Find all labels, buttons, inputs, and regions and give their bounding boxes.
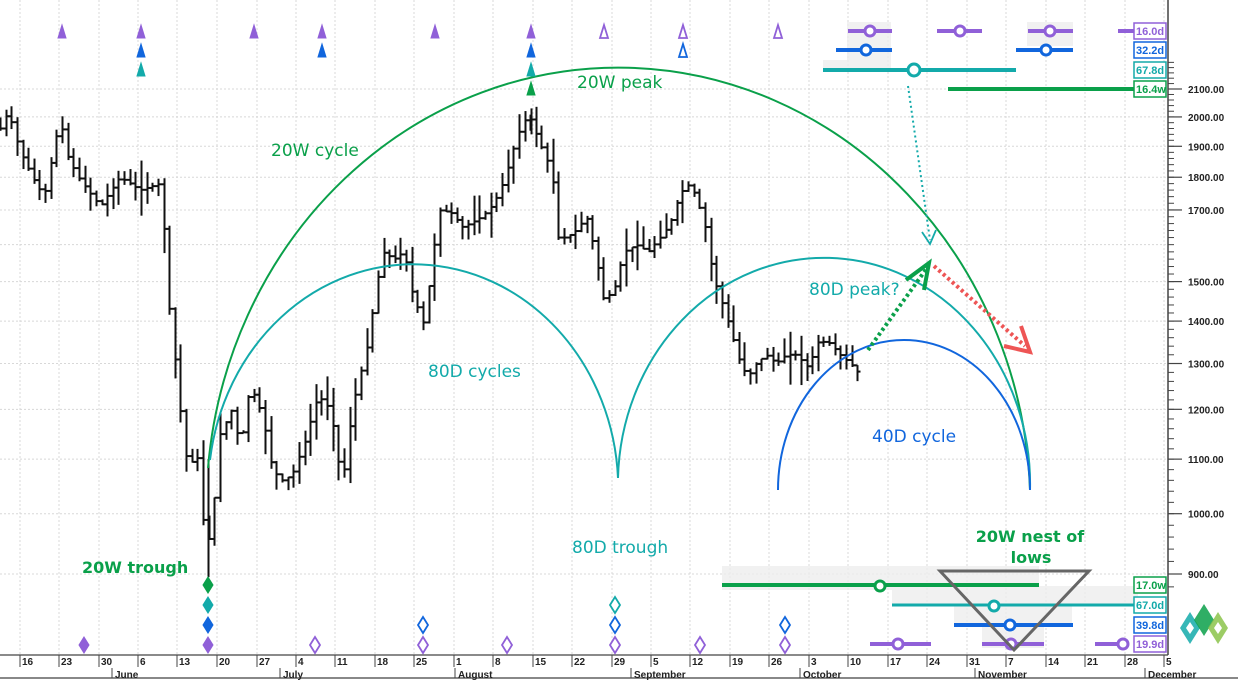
- brand-logo-icon: [1180, 604, 1228, 644]
- label-80d-cycles: 80D cycles: [428, 362, 521, 382]
- cycle-length-badge: 16.0d: [1136, 26, 1164, 38]
- week-tick-label: 23: [61, 657, 73, 668]
- date-axis: 16 23 30 6 13 20 27 4 11 18 25 1 8 15 22 29 5 12 19 26 3 10 17…: [19, 655, 1196, 681]
- month-label: June: [115, 670, 139, 681]
- arc-80d-cycle-2: [617, 256, 1032, 491]
- week-tick-label: 24: [929, 657, 941, 668]
- week-tick-label: 5: [653, 657, 659, 668]
- red-arrowhead-icon: [1003, 325, 1034, 355]
- price-tick-label: 1900.00: [1188, 142, 1225, 153]
- week-tick-label: 12: [692, 657, 704, 668]
- month-label: December: [1148, 670, 1196, 681]
- red-dotted-arrow: [932, 264, 1027, 348]
- cycle-length-badges: 16.0d 32.2d 67.8d 16.4w 17.0w 67.0d 39.8d 19.9d: [1133, 22, 1167, 653]
- month-label: November: [978, 670, 1027, 681]
- week-tick-label: 14: [1048, 657, 1060, 668]
- price-tick-label: 1200.00: [1188, 405, 1225, 416]
- label-80d-peak: 80D peak?: [809, 280, 900, 300]
- teal-dotted-arrow: [907, 85, 931, 241]
- teal-arrowhead-icon: [921, 229, 937, 246]
- week-tick-label: 27: [259, 657, 271, 668]
- trough-markers: [78, 576, 792, 655]
- peak-markers: [57, 21, 784, 96]
- week-tick-label: 18: [377, 657, 389, 668]
- price-tick-label: 1800.00: [1188, 173, 1225, 184]
- week-tick-label: 31: [969, 657, 981, 668]
- chart-grid: [0, 0, 1168, 655]
- label-20w-nest-line1: 20W nest of: [976, 527, 1085, 546]
- label-20w-cycle: 20W cycle: [271, 141, 359, 161]
- cycle-arcs: [207, 66, 1032, 491]
- price-bars: [0, 106, 861, 578]
- cycle-length-badge: 39.8d: [1136, 620, 1164, 632]
- cycle-length-badge: 17.0w: [1136, 580, 1166, 592]
- week-tick-label: 3: [811, 657, 817, 668]
- label-40d-cycle: 40D cycle: [872, 427, 956, 447]
- week-tick-label: 16: [22, 657, 34, 668]
- week-tick-label: 4: [298, 657, 304, 668]
- week-tick-label: 13: [179, 657, 191, 668]
- cycle-length-badge: 16.4w: [1136, 84, 1166, 96]
- week-tick-label: 20: [219, 657, 231, 668]
- week-tick-label: 26: [771, 657, 783, 668]
- week-tick-label: 25: [416, 657, 428, 668]
- week-tick-label: 6: [140, 657, 146, 668]
- month-label: July: [283, 670, 303, 681]
- price-tick-label: 1400.00: [1188, 317, 1225, 328]
- week-tick-label: 11: [337, 657, 348, 668]
- price-tick-label: 1500.00: [1188, 278, 1225, 289]
- label-20w-peak: 20W peak: [577, 73, 663, 93]
- projection-arrows: [866, 85, 1034, 355]
- week-tick-label: 17: [890, 657, 902, 668]
- nest-of-lows-triangle: [936, 569, 1093, 653]
- price-tick-label: 1000.00: [1188, 510, 1225, 521]
- label-20w-nest-line2: lows: [1011, 548, 1052, 567]
- label-80d-trough: 80D trough: [572, 538, 668, 558]
- price-tick-label: 1300.00: [1188, 360, 1225, 371]
- price-axis: 2100.00 2000.00 1900.00 1800.00 1700.00 1500.…: [1168, 61, 1225, 588]
- trough-projection-bars: [722, 579, 1135, 651]
- cycle-length-badge: 32.2d: [1136, 45, 1164, 57]
- cycle-length-badge: 19.9d: [1136, 639, 1164, 651]
- peak-projection-bars: [823, 24, 1135, 91]
- month-label: September: [634, 670, 686, 681]
- week-tick-label: 29: [614, 657, 626, 668]
- week-tick-label: 5: [1166, 657, 1172, 668]
- week-tick-label: 21: [1087, 657, 1099, 668]
- week-tick-label: 8: [495, 657, 501, 668]
- week-tick-label: 19: [732, 657, 744, 668]
- week-tick-label: 10: [850, 657, 862, 668]
- week-tick-label: 15: [535, 657, 547, 668]
- green-arrowhead-icon: [904, 258, 932, 291]
- month-label: October: [803, 670, 841, 681]
- arc-80d-cycle-1: [209, 263, 619, 479]
- week-tick-label: 7: [1008, 657, 1014, 668]
- cycle-length-badge: 67.0d: [1136, 600, 1164, 612]
- green-dotted-arrow: [866, 266, 929, 352]
- week-tick-label: 22: [574, 657, 586, 668]
- price-tick-label: 1100.00: [1188, 455, 1224, 466]
- arc-20w-cycle: [207, 66, 1031, 491]
- price-tick-label: 2000.00: [1188, 113, 1225, 124]
- label-20w-trough: 20W trough: [82, 558, 188, 577]
- week-tick-label: 1: [456, 657, 462, 668]
- cycle-length-badge: 67.8d: [1136, 65, 1164, 77]
- week-tick-label: 28: [1127, 657, 1139, 668]
- price-tick-label: 1700.00: [1188, 206, 1225, 217]
- arc-40d-cycle: [777, 339, 1031, 491]
- month-label: August: [458, 670, 493, 681]
- projection-shading: [722, 22, 1138, 648]
- week-tick-label: 30: [101, 657, 113, 668]
- price-tick-label: 2100.00: [1188, 85, 1225, 96]
- price-tick-label: 900.00: [1188, 570, 1219, 581]
